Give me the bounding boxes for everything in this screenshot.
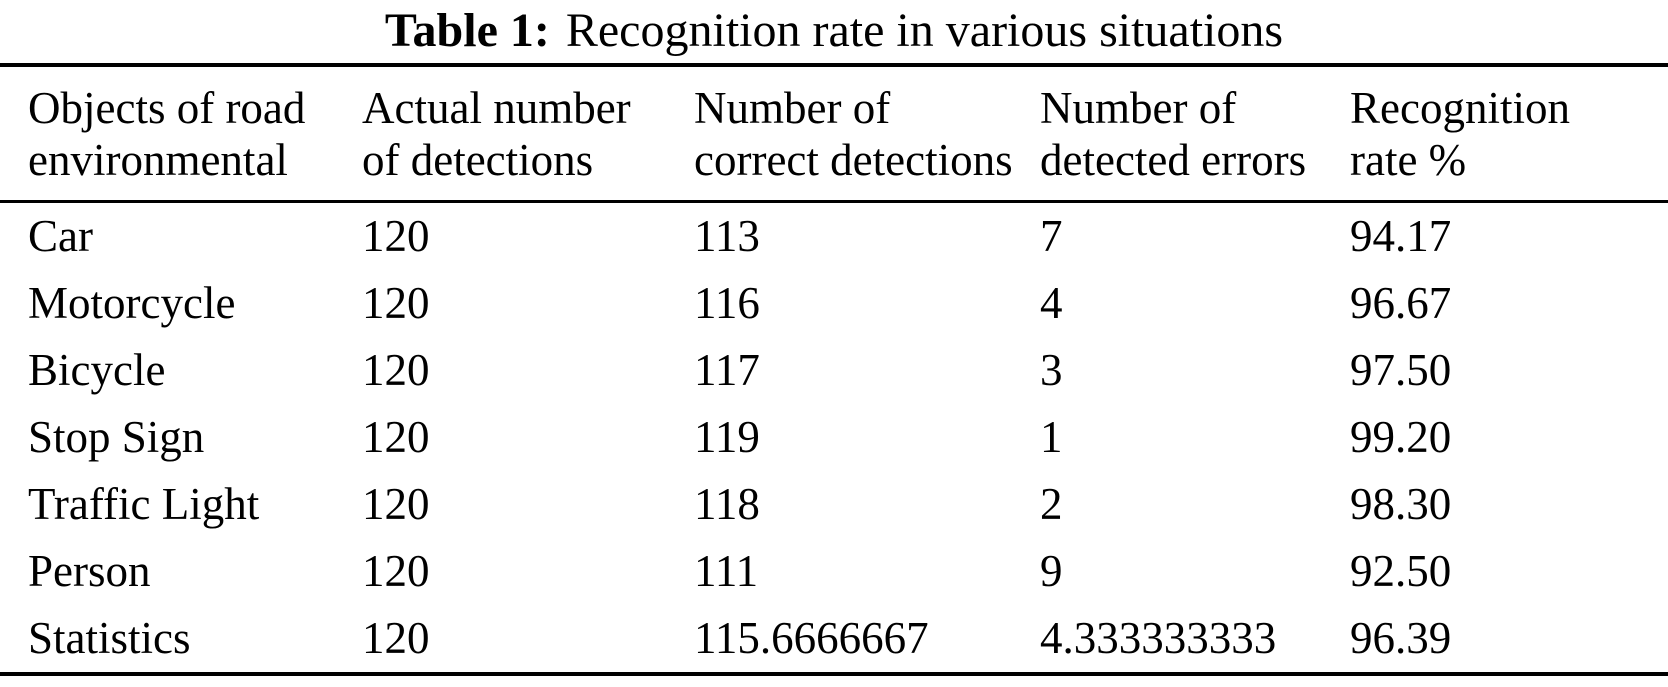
cell-actual-detections: 120 (362, 211, 430, 261)
cell-detected-errors: 7 (1040, 211, 1063, 261)
recognition-rate-table: Objects of road environmental Actual num… (0, 63, 1668, 676)
col-header-line: Objects of road (28, 83, 306, 133)
cell-actual-detections: 120 (362, 345, 430, 395)
cell-detected-errors: 2 (1040, 479, 1063, 529)
table-row: Person 120 111 9 92.50 (0, 538, 1668, 605)
cell-recognition-rate: 98.30 (1350, 479, 1452, 529)
cell-object: Bicycle (28, 345, 166, 395)
cell-object: Stop Sign (28, 412, 205, 462)
cell-recognition-rate: 97.50 (1350, 345, 1452, 395)
cell-correct-detections: 119 (694, 412, 760, 462)
cell-recognition-rate: 96.39 (1350, 613, 1452, 663)
col-header-actual-detections: Actual number of detections (362, 65, 694, 203)
table-row: Bicycle 120 117 3 97.50 (0, 337, 1668, 404)
cell-recognition-rate: 92.50 (1350, 546, 1452, 596)
cell-recognition-rate: 96.67 (1350, 278, 1452, 328)
cell-object: Traffic Light (28, 479, 260, 529)
table-body: Car 120 113 7 94.17 Motorcycle 120 116 4… (0, 202, 1668, 675)
cell-recognition-rate: 99.20 (1350, 412, 1452, 462)
cell-recognition-rate: 94.17 (1350, 211, 1452, 261)
table-row: Statistics 120 115.6666667 4.333333333 9… (0, 605, 1668, 674)
cell-correct-detections: 111 (694, 546, 759, 596)
table-row: Stop Sign 120 119 1 99.20 (0, 404, 1668, 471)
col-header-correct-detections: Number of correct detections (694, 65, 1040, 203)
col-header-line: Number of (694, 83, 891, 133)
cell-detected-errors: 3 (1040, 345, 1063, 395)
col-header-line: correct detections (694, 135, 1013, 185)
cell-actual-detections: 120 (362, 479, 430, 529)
cell-correct-detections: 115.6666667 (694, 613, 929, 663)
table-row: Car 120 113 7 94.17 (0, 202, 1668, 271)
table-caption-label: Table 1: (384, 4, 550, 57)
cell-actual-detections: 120 (362, 546, 430, 596)
cell-object: Motorcycle (28, 278, 236, 328)
cell-correct-detections: 117 (694, 345, 760, 395)
cell-object: Person (28, 546, 151, 596)
cell-detected-errors: 4 (1040, 278, 1063, 328)
cell-object: Statistics (28, 613, 191, 663)
table-caption: Table 1: Recognition rate in various situ… (0, 0, 1668, 63)
table-caption-text: Recognition rate in various situations (565, 4, 1284, 57)
col-header-line: of detections (362, 135, 594, 185)
cell-correct-detections: 116 (694, 278, 760, 328)
cell-detected-errors: 1 (1040, 412, 1063, 462)
cell-actual-detections: 120 (362, 278, 430, 328)
col-header-detected-errors: Number of detected errors (1040, 65, 1350, 203)
cell-detected-errors: 4.333333333 (1040, 613, 1277, 663)
cell-detected-errors: 9 (1040, 546, 1063, 596)
col-header-line: Number of (1040, 83, 1237, 133)
col-header-line: detected errors (1040, 135, 1307, 185)
col-header-line: Recognition (1350, 83, 1570, 133)
table-row: Traffic Light 120 118 2 98.30 (0, 471, 1668, 538)
cell-correct-detections: 113 (694, 211, 760, 261)
col-header-line: Actual number (362, 83, 631, 133)
cell-actual-detections: 120 (362, 412, 430, 462)
cell-actual-detections: 120 (362, 613, 430, 663)
col-header-recognition-rate: Recognition rate % (1350, 65, 1668, 203)
header-row: Objects of road environmental Actual num… (0, 65, 1668, 203)
table-row: Motorcycle 120 116 4 96.67 (0, 270, 1668, 337)
col-header-line: environmental (28, 135, 288, 185)
col-header-objects: Objects of road environmental (0, 65, 362, 203)
col-header-line: rate % (1350, 135, 1467, 185)
cell-object: Car (28, 211, 93, 261)
cell-correct-detections: 118 (694, 479, 760, 529)
